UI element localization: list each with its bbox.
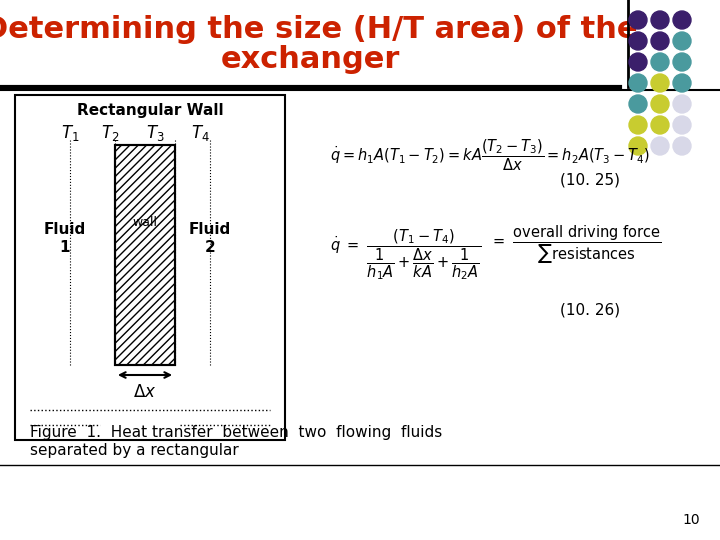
Text: exchanger: exchanger	[220, 45, 400, 75]
Text: $T_2$: $T_2$	[101, 123, 120, 143]
Text: Fluid: Fluid	[44, 222, 86, 238]
FancyBboxPatch shape	[0, 0, 620, 90]
FancyBboxPatch shape	[15, 95, 285, 440]
Circle shape	[629, 116, 647, 134]
Circle shape	[629, 32, 647, 50]
Circle shape	[629, 137, 647, 155]
Text: $T_1$: $T_1$	[60, 123, 79, 143]
Text: separated by a rectangular: separated by a rectangular	[30, 442, 239, 457]
Text: $\dot{q} \ = \ \dfrac{(T_1 - T_4)}{\dfrac{1}{h_1 A} + \dfrac{\Delta x}{kA} + \df: $\dot{q} \ = \ \dfrac{(T_1 - T_4)}{\dfra…	[330, 227, 481, 282]
Circle shape	[673, 32, 691, 50]
Text: wall: wall	[132, 215, 158, 228]
Text: Fluid: Fluid	[189, 222, 231, 238]
Circle shape	[629, 74, 647, 92]
Circle shape	[673, 95, 691, 113]
Circle shape	[673, 74, 691, 92]
Text: $= \ \dfrac{\text{overall driving force}}{\sum \text{resistances}}$: $= \ \dfrac{\text{overall driving force}…	[490, 224, 662, 266]
Circle shape	[629, 53, 647, 71]
Circle shape	[673, 137, 691, 155]
FancyBboxPatch shape	[115, 145, 175, 365]
Circle shape	[651, 53, 669, 71]
Circle shape	[673, 53, 691, 71]
Text: 2: 2	[204, 240, 215, 255]
Text: $\dot{q} = h_1 A(T_1 - T_2) = kA\dfrac{(T_2-T_3)}{\Delta x} = h_2 A(T_3-T_4)$: $\dot{q} = h_1 A(T_1 - T_2) = kA\dfrac{(…	[330, 137, 650, 173]
Text: Determining the size (H/T area) of the: Determining the size (H/T area) of the	[0, 16, 637, 44]
Text: Rectangular Wall: Rectangular Wall	[77, 103, 223, 118]
Text: $T_4$: $T_4$	[191, 123, 210, 143]
Circle shape	[629, 11, 647, 29]
Text: Figure  1.  Heat transfer  between  two  flowing  fluids: Figure 1. Heat transfer between two flow…	[30, 424, 442, 440]
Circle shape	[673, 116, 691, 134]
Circle shape	[651, 11, 669, 29]
Text: $\Delta x$: $\Delta x$	[133, 383, 157, 401]
Circle shape	[651, 116, 669, 134]
Text: $T_3$: $T_3$	[145, 123, 164, 143]
Circle shape	[651, 95, 669, 113]
Text: 1: 1	[60, 240, 71, 255]
Circle shape	[673, 11, 691, 29]
Circle shape	[651, 74, 669, 92]
Bar	[115, 145, 175, 365]
Circle shape	[629, 95, 647, 113]
Text: 10: 10	[683, 513, 700, 527]
Circle shape	[651, 32, 669, 50]
Text: (10. 25): (10. 25)	[560, 172, 620, 187]
Circle shape	[651, 137, 669, 155]
Text: (10. 26): (10. 26)	[560, 302, 620, 318]
